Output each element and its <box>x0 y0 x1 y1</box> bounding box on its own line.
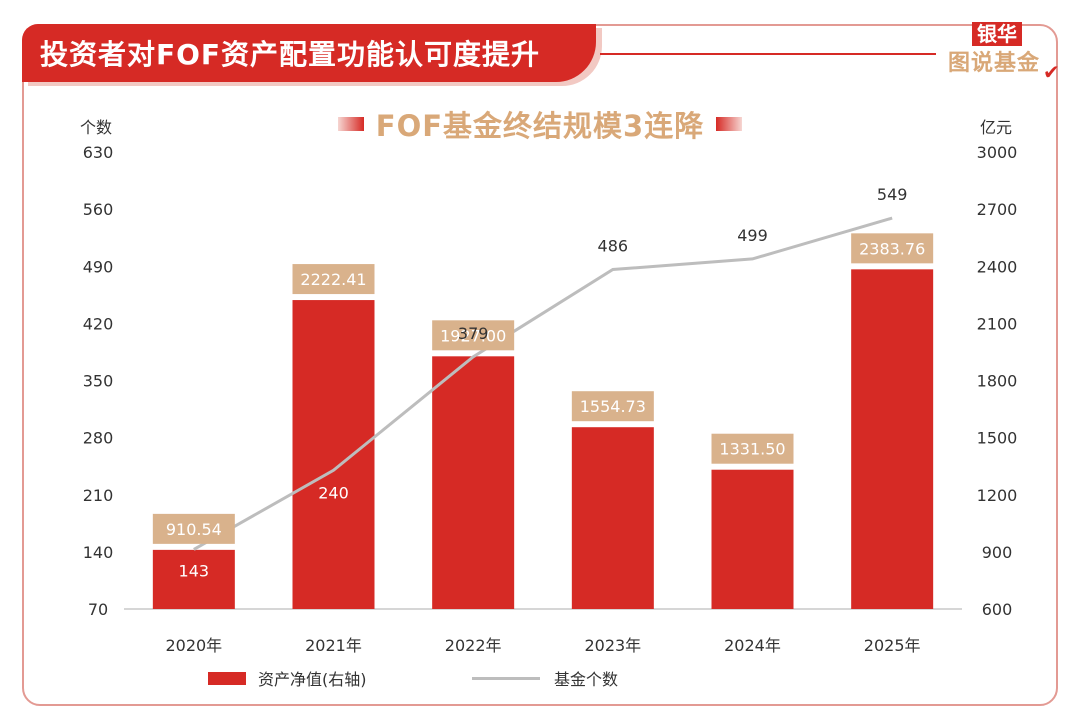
right-axis-tick-label: 900 <box>982 543 1013 562</box>
right-axis-tick-label: 1500 <box>977 429 1018 448</box>
right-axis-tick-label: 3000 <box>977 143 1018 162</box>
left-axis-tick-label: 350 <box>83 372 114 391</box>
bar-data-label: 1554.73 <box>580 397 646 416</box>
left-axis-tick-label: 140 <box>83 543 114 562</box>
right-axis-tick-label: 600 <box>982 600 1013 619</box>
right-axis-tick-label: 2700 <box>977 200 1018 219</box>
legend-line: 基金个数 <box>472 666 618 690</box>
line-data-label: 143 <box>179 561 210 580</box>
right-axis-unit: 亿元 <box>980 118 1012 137</box>
title-decoration-right-icon <box>716 117 743 131</box>
header-banner <box>22 24 596 82</box>
legend-bar-swatch-icon <box>208 671 246 685</box>
bar-data-label-box <box>571 391 654 422</box>
right-axis-tick-label: 2400 <box>977 257 1018 276</box>
left-axis-tick-label: 560 <box>83 200 114 219</box>
left-axis-tick-label: 70 <box>88 600 108 619</box>
bar-data-label-box <box>292 264 375 295</box>
fund-count-line <box>193 216 893 551</box>
x-axis-tick-label: 2024年 <box>724 636 781 655</box>
bar-data-label: 1927.00 <box>440 326 506 345</box>
right-axis-tick-label: 1200 <box>977 486 1018 505</box>
x-axis-tick-label: 2022年 <box>445 636 502 655</box>
x-axis-tick-label: 2025年 <box>864 636 921 655</box>
header-divider <box>600 53 936 55</box>
brand-logo-bottom: 图说基金 <box>948 51 1041 76</box>
bar-data-label-box <box>152 513 235 544</box>
x-axis-tick-label: 2021年 <box>305 636 362 655</box>
bar-data-label: 910.54 <box>166 520 222 539</box>
bar <box>152 549 235 609</box>
bar-data-label: 2383.76 <box>859 239 925 258</box>
x-axis-tick-label: 2023年 <box>584 636 641 655</box>
chart-title: FOF基金终结规模3连降 <box>375 109 705 143</box>
line-data-label: 499 <box>737 226 768 245</box>
x-axis-tick-label: 2020年 <box>165 636 222 655</box>
bar <box>711 469 794 609</box>
line-data-label: 379 <box>458 324 489 343</box>
bar-data-label: 1331.50 <box>719 440 785 459</box>
line-data-label: 486 <box>598 237 629 256</box>
left-axis-unit: 个数 <box>80 118 112 137</box>
bar-data-label-box <box>711 433 794 464</box>
right-axis-tick-label: 2100 <box>977 314 1018 333</box>
chart-title-row: FOF基金终结规模3连降 <box>0 104 1080 144</box>
bar <box>432 356 515 609</box>
brand-logo-top: 银华 <box>972 22 1022 46</box>
left-axis-tick-label: 210 <box>83 486 114 505</box>
legend-line-swatch-icon <box>472 676 540 680</box>
header-title: 投资者对FOF资产配置功能认可度提升 <box>40 38 541 71</box>
legend-line-label: 基金个数 <box>554 670 619 689</box>
bar <box>292 300 375 609</box>
legend-bar: 资产净值(右轴) <box>208 666 367 690</box>
left-axis-tick-label: 490 <box>83 257 114 276</box>
bar-data-label-box <box>432 320 515 351</box>
check-icon: ✔ <box>1043 60 1060 84</box>
title-decoration-left-icon <box>337 117 364 131</box>
bar-data-label: 2222.41 <box>300 270 366 289</box>
legend-bar-label: 资产净值(右轴) <box>258 670 367 689</box>
right-axis-tick-label: 1800 <box>977 372 1018 391</box>
bar <box>571 427 654 609</box>
bar-data-label-box <box>851 233 934 264</box>
left-axis-tick-label: 420 <box>83 314 114 333</box>
line-data-label: 240 <box>318 483 349 502</box>
line-data-label: 549 <box>877 185 908 204</box>
bar <box>851 269 934 609</box>
left-axis-tick-label: 280 <box>83 429 114 448</box>
left-axis-tick-label: 630 <box>83 143 114 162</box>
